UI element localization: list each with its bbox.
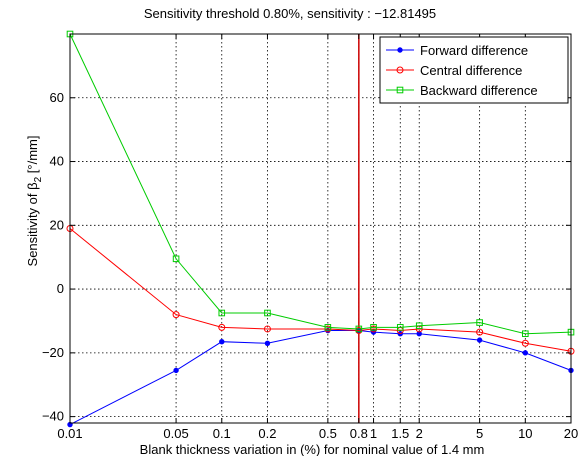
series-point	[476, 319, 483, 326]
legend-marker	[397, 47, 403, 53]
legend-marker	[396, 66, 404, 74]
x-tick-label: 0.2	[258, 426, 276, 441]
series-point	[172, 311, 180, 319]
series-point	[522, 350, 529, 356]
x-tick-label: 20	[564, 426, 578, 441]
series-point	[476, 337, 483, 343]
x-tick-label: 1	[370, 426, 377, 441]
series-line	[69, 228, 572, 352]
y-tick-label: −20	[42, 345, 64, 360]
legend-marker	[396, 86, 404, 94]
series-point	[355, 325, 363, 333]
x-tick-label: 0.5	[319, 426, 337, 441]
x-tick-label: 0.05	[163, 426, 188, 441]
series-point	[522, 330, 529, 338]
y-tick-label: −40	[42, 409, 64, 424]
legend-entry: Forward difference	[420, 43, 528, 58]
series-line	[69, 330, 572, 426]
series-point	[219, 338, 225, 345]
series-point	[218, 323, 226, 331]
series-point	[218, 309, 226, 317]
legend-entry: Central difference	[420, 63, 522, 78]
y-tick-label: 0	[57, 281, 64, 296]
series-point	[370, 324, 377, 331]
legend-entry: Backward difference	[420, 83, 538, 98]
x-tick-label: 5	[476, 426, 483, 441]
series-point	[521, 339, 529, 347]
series-point	[476, 328, 484, 336]
legend: Forward difference Central difference Back…	[379, 36, 569, 104]
x-tick-label: 0.8	[350, 426, 368, 441]
series-point	[415, 322, 423, 330]
series-point	[172, 255, 180, 263]
series-point	[396, 324, 404, 331]
tick-layer: 0.01 0.05 0.1 0.2 0.5 0.8 1 1.5 2 5 10 20 −40 −20 0 20 4…	[42, 34, 578, 441]
series-line	[69, 33, 572, 335]
plot-frame	[69, 33, 572, 424]
x-tick-label: 0.01	[57, 426, 82, 441]
y-axis-label-unit: [°/mm]	[25, 136, 40, 177]
y-axis-label-subscript: 2	[33, 176, 44, 182]
x-tick-label: 0.1	[213, 426, 231, 441]
x-tick-label: 10	[518, 426, 532, 441]
x-tick-label: 1.5	[391, 426, 409, 441]
y-axis-label: Sensitivity of β2 [°/mm]	[25, 136, 44, 267]
x-tick-label: 2	[416, 426, 423, 441]
series-layer	[66, 30, 575, 428]
y-tick-label: 20	[50, 217, 64, 232]
series-point	[173, 367, 179, 374]
series-point	[264, 309, 271, 317]
series-point	[324, 324, 332, 331]
y-tick-label: 60	[50, 90, 64, 105]
series-point	[263, 325, 271, 333]
y-axis-label-main: Sensitivity of β	[25, 182, 40, 266]
series-point	[264, 340, 271, 346]
x-axis-label: Blank thickness variation in (%) for nom…	[140, 442, 485, 456]
y-tick-label: 40	[50, 154, 64, 169]
chart-title: Sensitivity threshold 0.80%, sensitivity…	[144, 6, 436, 21]
